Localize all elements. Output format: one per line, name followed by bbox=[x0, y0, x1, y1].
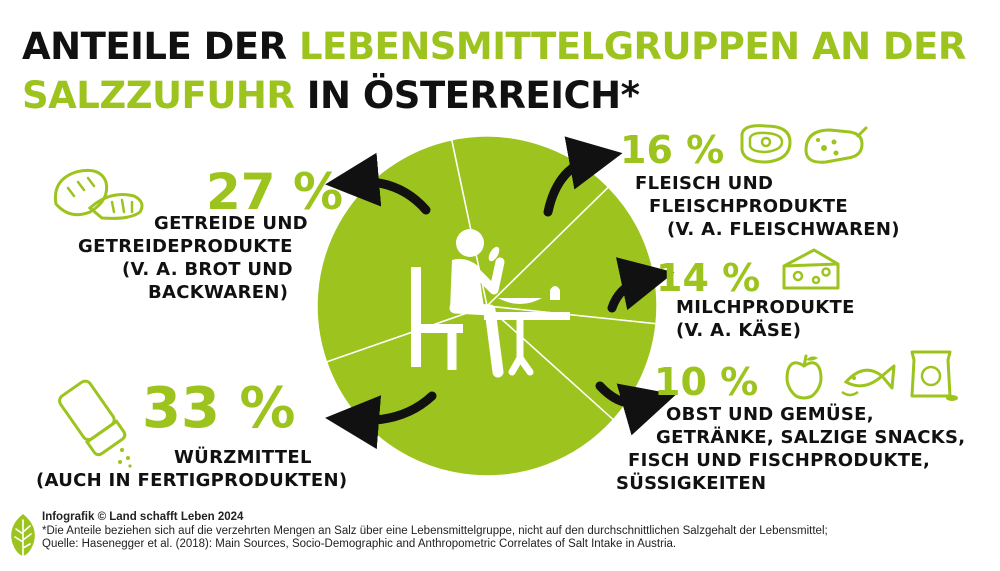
label-other-line-4: SÜSSIGKEITEN bbox=[616, 473, 767, 494]
footer: Infografik © Land schafft Leben 2024 *Di… bbox=[42, 511, 992, 552]
label-seasoning-line-1: WÜRZMITTEL bbox=[174, 447, 312, 468]
label-grain-line-4: BACKWAREN) bbox=[148, 282, 289, 303]
label-dairy-line-2: (V. A. KÄSE) bbox=[676, 320, 802, 341]
label-seasoning: WÜRZMITTEL (AUCH IN FERTIGPRODUKTEN) bbox=[36, 446, 347, 492]
label-dairy-line-1: MILCHPRODUKTE bbox=[676, 297, 855, 318]
label-meat: FLEISCH UND FLEISCHPRODUKTE (V. A. FLEIS… bbox=[635, 172, 900, 241]
pct-meat: 16 % bbox=[620, 128, 725, 172]
leaf-logo-icon bbox=[11, 514, 35, 557]
title-part-1: ANTEILE DER bbox=[22, 25, 299, 68]
label-meat-line-2: FLEISCHPRODUKTE bbox=[649, 196, 848, 217]
salt-shaker-icon bbox=[58, 379, 132, 468]
label-grain: GETREIDE UND GETREIDEPRODUKTE (V. A. BRO… bbox=[78, 212, 308, 304]
pie-slice-2: MILCHPRODUKTE (V. A. KÄSE) bbox=[485, 185, 658, 325]
label-meat-line-3: (V. A. FLEISCHWAREN) bbox=[667, 219, 900, 240]
steak-icon bbox=[740, 124, 792, 164]
label-other: OBST UND GEMÜSE, GETRÄNKE, SALZIGE SNACK… bbox=[616, 403, 965, 495]
label-grain-line-2: GETREIDEPRODUKTE bbox=[78, 236, 293, 257]
apple-icon bbox=[785, 354, 823, 400]
label-meat-line-1: FLEISCH UND bbox=[635, 173, 774, 194]
arrow-to-meat bbox=[543, 136, 623, 217]
sausage-icon bbox=[804, 126, 868, 164]
pct-other: 10 % bbox=[654, 360, 759, 404]
page-title: ANTEILE DER LEBENSMITTELGRUPPEN AN DER S… bbox=[22, 22, 982, 120]
label-other-line-2: GETRÄNKE, SALZIGE SNACKS, bbox=[656, 427, 966, 448]
cheese-icon bbox=[782, 248, 840, 290]
footer-source: Quelle: Hasenegger et al. (2018): Main S… bbox=[42, 538, 677, 550]
label-other-line-1: OBST UND GEMÜSE, bbox=[666, 404, 874, 425]
bread-icon bbox=[53, 168, 144, 220]
arrow-to-seasoning bbox=[325, 391, 437, 450]
pct-dairy: 14 % bbox=[656, 256, 761, 300]
arrow-to-grain bbox=[325, 152, 431, 215]
label-seasoning-line-2: (AUCH IN FERTIGPRODUKTEN) bbox=[36, 470, 348, 491]
pie-slice-3: OBST UND GEMÜSE, GETRÄNKE, SALZIGE SNACK… bbox=[484, 305, 657, 421]
label-dairy: MILCHPRODUKTE (V. A. KÄSE) bbox=[676, 296, 855, 342]
footer-note: *Die Anteile beziehen sich auf die verze… bbox=[42, 524, 828, 537]
label-grain-line-3: (V. A. BROT UND bbox=[122, 259, 293, 280]
label-other-line-3: FISCH UND FISCHPRODUKTE, bbox=[628, 450, 931, 471]
arrow-to-other bbox=[595, 381, 676, 436]
footer-credit: Infografik © Land schafft Leben 2024 bbox=[42, 511, 244, 523]
title-part-2: LEBENSMITTELGRUPPEN AN DER bbox=[298, 25, 966, 68]
title-part-3: SALZZUFUHR bbox=[22, 74, 295, 117]
title-part-4: IN ÖSTERREICH* bbox=[294, 74, 640, 117]
snack-bag-icon bbox=[910, 350, 958, 401]
pct-grain: 27 % bbox=[206, 163, 344, 221]
person-eating-icon bbox=[411, 229, 570, 378]
fish-icon bbox=[841, 364, 896, 397]
pct-seasoning: 33 % bbox=[142, 376, 296, 441]
arrow-to-dairy bbox=[607, 257, 675, 313]
label-grain-line-1: GETREIDE UND bbox=[154, 213, 308, 234]
